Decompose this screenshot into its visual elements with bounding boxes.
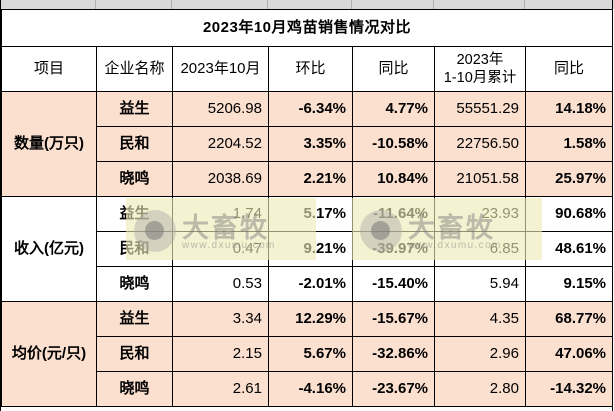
cell-cum-yoy: 47.06%	[524, 336, 614, 372]
clipped-top-row	[0, 0, 614, 9]
cell-company: 益生	[96, 91, 173, 127]
cell-mom: 5.67%	[268, 336, 353, 372]
cell-month-value: 3.34	[172, 301, 269, 337]
gridline	[267, 0, 268, 9]
cell-cumulative: 2.80	[434, 371, 526, 407]
gridline	[95, 0, 96, 9]
cell-cumulative: 21051.58	[434, 161, 526, 197]
table-header-row: 项目 企业名称 2023年10月 环比 同比 2023年 1-10月累计 同比	[1, 46, 614, 92]
cell-month-value: 0.53	[172, 266, 269, 302]
cell-company: 民和	[96, 126, 173, 162]
table-body: 2023年10月鸡苗销售情况对比 项目 企业名称 2023年10月 环比 同比 2023年 1…	[0, 9, 614, 407]
cell-company: 晓鸣	[96, 266, 173, 302]
sales-comparison-table: 2023年10月鸡苗销售情况对比 项目 企业名称 2023年10月 环比 同比 2023年 1…	[0, 9, 614, 407]
column-header-month: 2023年10月	[172, 46, 269, 92]
group-label-2: 均价(元/只)	[1, 301, 97, 407]
gridline	[524, 0, 525, 9]
table-row: 晓鸣 0.53 -2.01% -15.40% 5.94 9.15%	[2, 266, 614, 302]
cell-yoy: -32.86%	[352, 336, 435, 372]
cell-mom: -2.01%	[268, 266, 353, 302]
cell-yoy: 10.84%	[352, 161, 435, 197]
cell-company: 晓鸣	[96, 371, 173, 407]
column-header-cumulative-line1: 2023年	[456, 51, 504, 68]
cell-cum-yoy: 90.68%	[524, 196, 614, 232]
cell-mom: 12.29%	[268, 301, 353, 337]
table-row: 晓鸣 2.61 -4.16% -23.67% 2.80 -14.32%	[2, 371, 614, 407]
cell-company: 晓鸣	[96, 161, 173, 197]
cell-cumulative: 4.35	[434, 301, 526, 337]
cell-cum-yoy: 25.97%	[524, 161, 614, 197]
cell-yoy: 4.77%	[352, 91, 435, 127]
cell-mom: -6.34%	[268, 91, 353, 127]
column-header-mom: 环比	[268, 46, 353, 92]
cell-cumulative: 23.93	[434, 196, 526, 232]
column-header-item: 项目	[1, 46, 97, 92]
table-title: 2023年10月鸡苗销售情况对比	[0, 9, 614, 47]
cell-mom: 5.17%	[268, 196, 353, 232]
column-header-cumulative: 2023年 1-10月累计	[434, 46, 526, 92]
group-label-1: 收入(亿元)	[1, 196, 97, 302]
cell-cum-yoy: 14.18%	[524, 91, 614, 127]
cell-month-value: 1.74	[172, 196, 269, 232]
cell-cumulative: 22756.50	[434, 126, 526, 162]
column-header-cum-yoy: 同比	[524, 46, 614, 92]
cell-month-value: 2.61	[172, 371, 269, 407]
cell-company: 民和	[96, 336, 173, 372]
cell-cumulative: 6.85	[434, 231, 526, 267]
cell-mom: 2.21%	[268, 161, 353, 197]
gridline	[351, 0, 352, 9]
sheet-right-edge	[612, 0, 613, 411]
column-header-yoy: 同比	[352, 46, 435, 92]
cell-company: 益生	[96, 196, 173, 232]
cell-mom: -4.16%	[268, 371, 353, 407]
gridline	[433, 0, 434, 9]
cell-cum-yoy: 9.15%	[524, 266, 614, 302]
cell-month-value: 2038.69	[172, 161, 269, 197]
table-row: 数量(万只) 益生 5206.98 -6.34% 4.77% 55551.29 14.18%	[1, 91, 614, 197]
cell-yoy: -15.67%	[352, 301, 435, 337]
column-header-cumulative-line2: 1-10月累计	[443, 70, 517, 86]
cell-month-value: 2204.52	[172, 126, 269, 162]
table-row: 收入(亿元) 益生 1.74 5.17% -11.64% 23.93 90.68%	[1, 196, 614, 302]
cell-month-value: 2.15	[172, 336, 269, 372]
cell-yoy: -23.67%	[352, 371, 435, 407]
cell-month-value: 5206.98	[172, 91, 269, 127]
cell-month-value: 0.47	[172, 231, 269, 267]
cell-yoy: -10.58%	[352, 126, 435, 162]
cell-yoy: -11.64%	[352, 196, 435, 232]
cell-mom: 3.35%	[268, 126, 353, 162]
cell-cum-yoy: -14.32%	[524, 371, 614, 407]
cell-yoy: -15.40%	[352, 266, 435, 302]
table-row: 晓鸣 2038.69 2.21% 10.84% 21051.58 25.97%	[2, 161, 614, 197]
cell-company: 民和	[96, 231, 173, 267]
title-row: 2023年10月鸡苗销售情况对比	[0, 9, 614, 47]
table-row: 民和 2204.52 3.35% -10.58% 22756.50 1.58%	[2, 126, 614, 162]
column-header-company: 企业名称	[96, 46, 173, 92]
table-row: 均价(元/只) 益生 3.34 12.29% -15.67% 4.35 68.77%	[1, 301, 614, 407]
cell-cum-yoy: 48.61%	[524, 231, 614, 267]
cell-cum-yoy: 1.58%	[524, 126, 614, 162]
cell-company: 益生	[96, 301, 173, 337]
table-row: 民和 2.15 5.67% -32.86% 2.96 47.06%	[2, 336, 614, 372]
cell-yoy: -39.97%	[352, 231, 435, 267]
cell-mom: 9.21%	[268, 231, 353, 267]
group-label-0: 数量(万只)	[1, 91, 97, 197]
sheet-left-edge	[0, 0, 1, 411]
cell-cum-yoy: 68.77%	[524, 301, 614, 337]
cell-cumulative: 2.96	[434, 336, 526, 372]
gridline	[171, 0, 172, 9]
cell-cumulative: 55551.29	[434, 91, 526, 127]
cell-cumulative: 5.94	[434, 266, 526, 302]
